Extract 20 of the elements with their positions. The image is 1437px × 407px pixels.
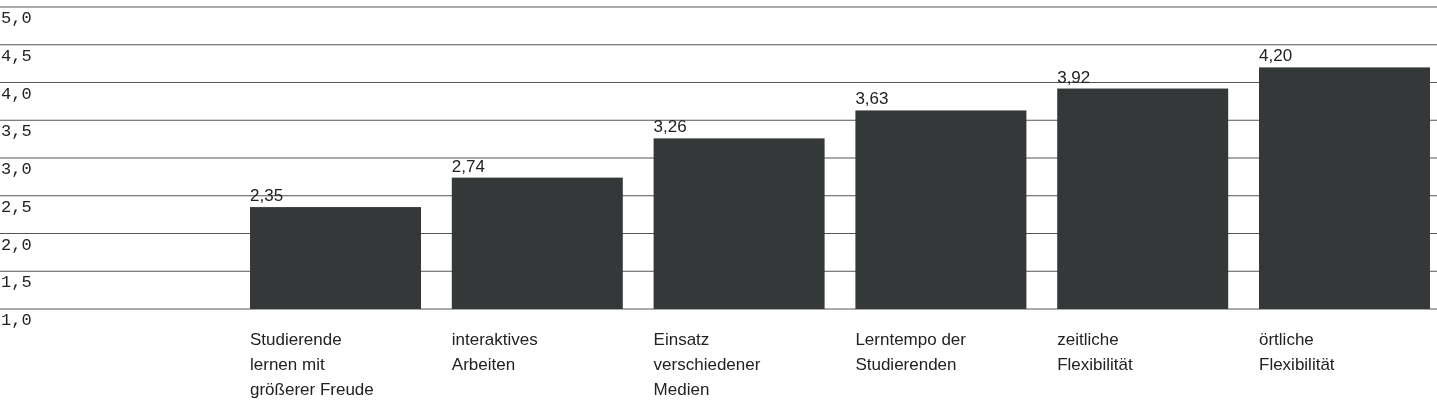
y-tick-label: 1,0 xyxy=(1,311,32,330)
y-tick-label: 3,5 xyxy=(1,122,32,142)
data-label: 3,63 xyxy=(855,89,889,109)
x-tick-label: interaktives Arbeiten xyxy=(451,330,538,374)
y-tick-label: 2,0 xyxy=(1,235,32,255)
y-tick-label: 5,0 xyxy=(1,9,32,28)
x-tick-label: Studierende lernen mit größerer Freude xyxy=(250,330,374,399)
data-label: 3,26 xyxy=(653,117,687,137)
y-tick-label: 1,5 xyxy=(1,273,32,293)
y-tick-label: 2,5 xyxy=(1,197,32,217)
x-tick-label: zeitliche Flexibilität xyxy=(1057,330,1134,374)
x-tick-label: Einsatz verschiedener Medien xyxy=(653,330,761,399)
y-tick-label: 4,0 xyxy=(1,84,32,104)
data-label: 3,92 xyxy=(1057,67,1091,87)
x-tick-label: örtliche Flexibilität xyxy=(1259,330,1335,374)
data-label: 4,20 xyxy=(1259,46,1293,66)
y-tick-label: 3,0 xyxy=(1,160,32,179)
y-tick-label: 4,5 xyxy=(1,46,32,66)
x-tick-label: Lerntempo der Studierenden xyxy=(855,330,967,374)
data-label: 2,74 xyxy=(451,156,485,176)
